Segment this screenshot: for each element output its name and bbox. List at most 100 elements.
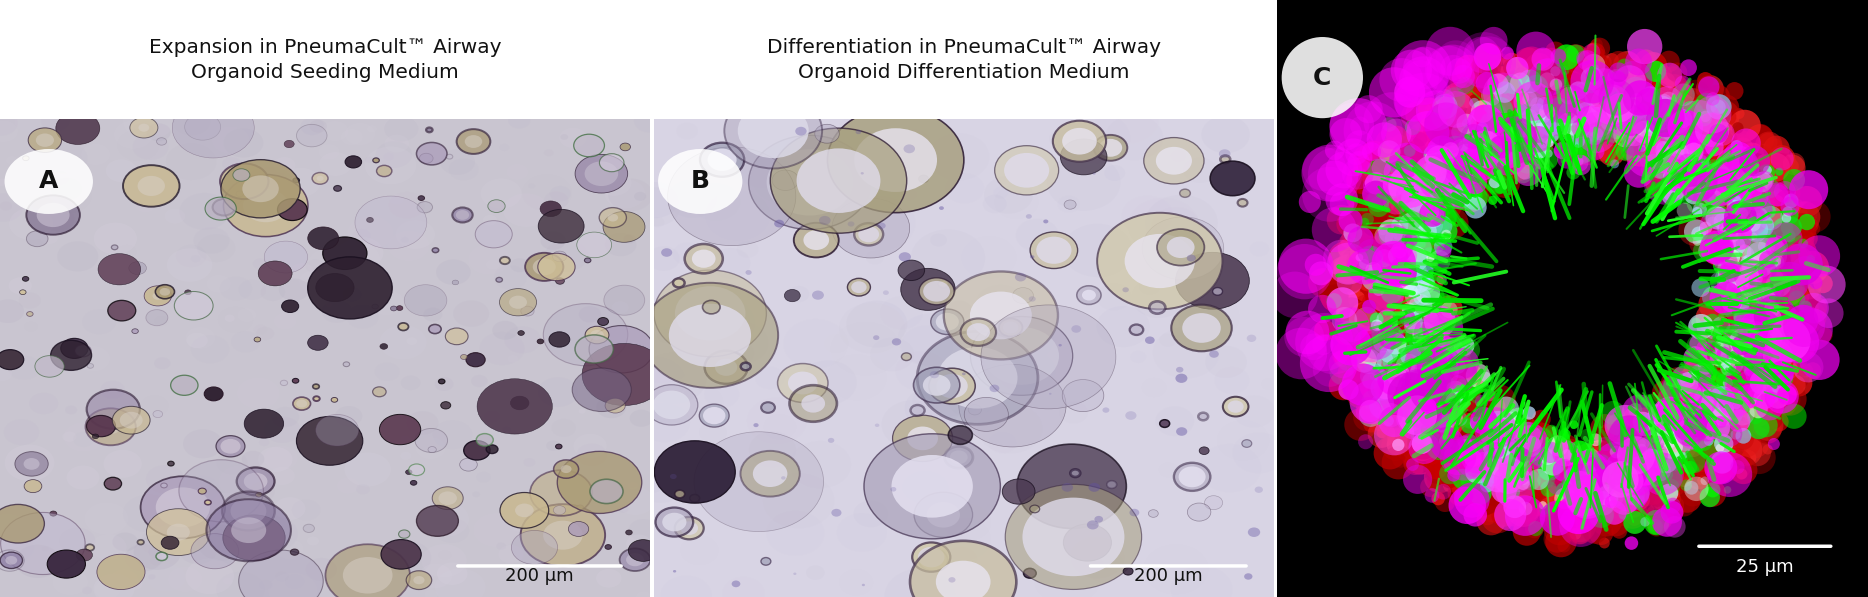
Circle shape <box>1506 132 1528 154</box>
Circle shape <box>1470 365 1481 376</box>
Circle shape <box>1578 109 1612 142</box>
Circle shape <box>1661 501 1683 524</box>
Circle shape <box>1705 110 1739 144</box>
Circle shape <box>1702 225 1713 236</box>
Circle shape <box>1422 414 1433 425</box>
Circle shape <box>1621 94 1629 101</box>
Circle shape <box>239 280 265 300</box>
Circle shape <box>628 519 659 541</box>
Circle shape <box>1565 518 1593 544</box>
Circle shape <box>499 144 510 151</box>
Circle shape <box>1765 202 1776 214</box>
Circle shape <box>1651 380 1676 405</box>
Circle shape <box>1784 193 1799 208</box>
Circle shape <box>1707 173 1719 184</box>
Circle shape <box>1724 232 1735 244</box>
Circle shape <box>1750 188 1763 202</box>
Circle shape <box>1502 134 1515 146</box>
Circle shape <box>1420 421 1431 433</box>
Circle shape <box>521 504 605 566</box>
Circle shape <box>161 483 168 488</box>
Circle shape <box>1707 289 1724 307</box>
Circle shape <box>1351 116 1369 136</box>
Circle shape <box>1468 448 1500 479</box>
Circle shape <box>1435 453 1466 485</box>
Circle shape <box>1623 129 1653 159</box>
Circle shape <box>1392 284 1420 312</box>
Circle shape <box>1760 327 1782 350</box>
Circle shape <box>1573 57 1584 69</box>
Circle shape <box>1623 158 1653 187</box>
Circle shape <box>1547 437 1562 453</box>
Circle shape <box>1394 359 1416 382</box>
Circle shape <box>1702 123 1732 154</box>
Circle shape <box>1405 233 1431 261</box>
Circle shape <box>1481 113 1494 127</box>
Circle shape <box>1804 297 1827 319</box>
Circle shape <box>928 133 990 180</box>
Circle shape <box>1552 459 1575 482</box>
Circle shape <box>1683 99 1702 119</box>
Circle shape <box>486 445 499 454</box>
Circle shape <box>854 223 884 245</box>
Circle shape <box>1694 162 1724 190</box>
Circle shape <box>1302 167 1358 221</box>
Circle shape <box>1392 300 1408 318</box>
Circle shape <box>1584 105 1606 128</box>
Circle shape <box>848 221 854 227</box>
Circle shape <box>1407 356 1431 382</box>
Circle shape <box>1457 360 1472 376</box>
Circle shape <box>1732 401 1741 410</box>
Circle shape <box>1474 484 1498 507</box>
Circle shape <box>1388 196 1401 209</box>
Circle shape <box>1371 376 1395 401</box>
Circle shape <box>0 179 7 186</box>
Circle shape <box>1332 276 1352 296</box>
Circle shape <box>1414 142 1438 168</box>
Circle shape <box>1623 134 1646 156</box>
Circle shape <box>1351 265 1364 279</box>
Circle shape <box>1526 463 1549 487</box>
Circle shape <box>1399 310 1416 325</box>
Circle shape <box>1676 386 1694 405</box>
Circle shape <box>1420 270 1435 285</box>
Circle shape <box>902 471 949 507</box>
Circle shape <box>418 564 452 588</box>
Circle shape <box>1754 289 1776 310</box>
Circle shape <box>1661 367 1694 401</box>
Circle shape <box>1638 433 1666 461</box>
Circle shape <box>1715 145 1760 190</box>
Circle shape <box>1657 72 1676 91</box>
Circle shape <box>1177 427 1188 436</box>
Circle shape <box>1412 189 1433 209</box>
Circle shape <box>1405 383 1420 398</box>
Circle shape <box>1704 204 1726 226</box>
Circle shape <box>1476 131 1493 148</box>
Circle shape <box>1743 348 1765 372</box>
Circle shape <box>1676 76 1691 91</box>
Circle shape <box>1442 103 1457 118</box>
Circle shape <box>1012 288 1033 304</box>
Circle shape <box>1412 441 1433 461</box>
Circle shape <box>1448 106 1470 130</box>
Circle shape <box>153 292 163 300</box>
Circle shape <box>1382 446 1414 479</box>
Circle shape <box>1394 81 1435 122</box>
Circle shape <box>895 538 921 558</box>
Circle shape <box>1752 331 1769 348</box>
Circle shape <box>1726 82 1743 100</box>
Circle shape <box>1569 521 1580 531</box>
Circle shape <box>874 423 880 427</box>
Circle shape <box>1567 132 1590 154</box>
Circle shape <box>1463 127 1479 143</box>
Circle shape <box>50 511 56 516</box>
Circle shape <box>1674 416 1705 447</box>
Circle shape <box>1380 421 1401 442</box>
Circle shape <box>1730 329 1754 353</box>
Circle shape <box>1577 61 1590 75</box>
Circle shape <box>1395 164 1422 191</box>
Circle shape <box>1674 485 1702 513</box>
Circle shape <box>1364 385 1386 408</box>
Circle shape <box>67 466 99 490</box>
Circle shape <box>1420 162 1457 199</box>
